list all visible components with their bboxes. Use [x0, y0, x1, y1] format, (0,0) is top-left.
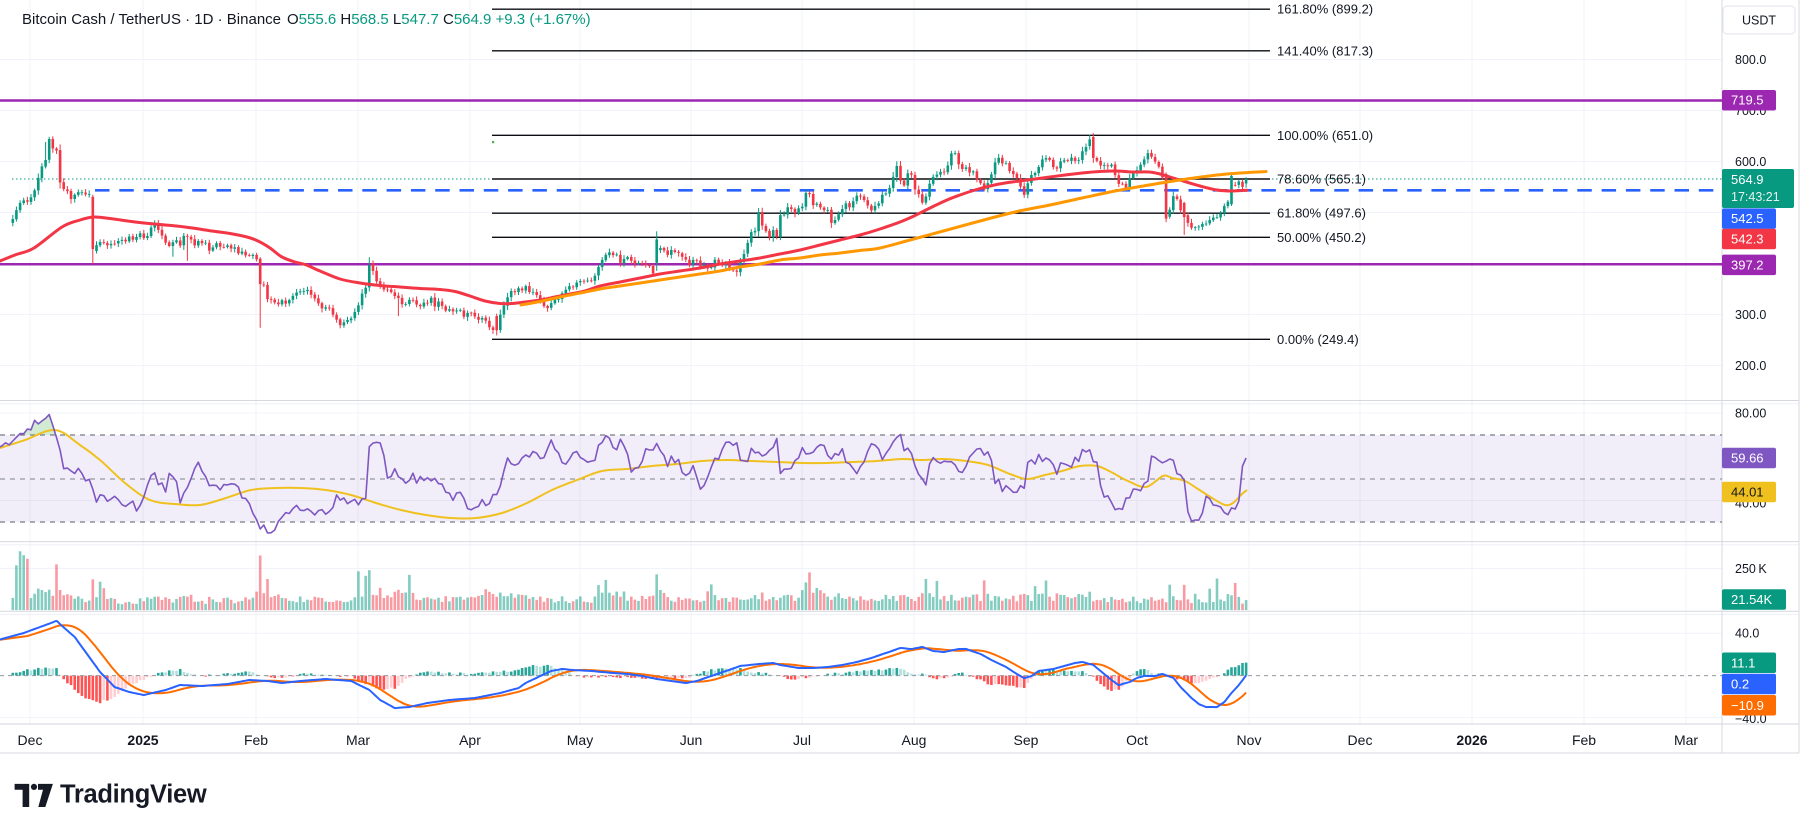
- svg-text:Jul: Jul: [793, 732, 811, 748]
- svg-text:300.0: 300.0: [1735, 308, 1766, 322]
- svg-text:40.0: 40.0: [1735, 627, 1759, 641]
- svg-text:11.1: 11.1: [1731, 655, 1755, 670]
- svg-text:250 K: 250 K: [1735, 562, 1767, 576]
- svg-text:2025: 2025: [127, 732, 158, 748]
- svg-text:61.80% (497.6): 61.80% (497.6): [1277, 206, 1366, 221]
- svg-text:600.0: 600.0: [1735, 155, 1766, 169]
- svg-text:Aug: Aug: [902, 732, 927, 748]
- svg-text:2026: 2026: [1456, 732, 1487, 748]
- svg-text:Feb: Feb: [1572, 732, 1596, 748]
- svg-text:21.54K: 21.54K: [1731, 592, 1773, 607]
- svg-text:17:43:21: 17:43:21: [1731, 190, 1780, 204]
- svg-text:TradingView: TradingView: [60, 781, 207, 809]
- svg-text:542.3: 542.3: [1731, 232, 1764, 247]
- svg-text:141.40% (817.3): 141.40% (817.3): [1277, 43, 1373, 58]
- svg-text:USDT: USDT: [1742, 14, 1776, 28]
- svg-text:Jun: Jun: [680, 732, 703, 748]
- svg-text:May: May: [567, 732, 593, 748]
- svg-text:Oct: Oct: [1126, 732, 1148, 748]
- svg-text:78.60% (565.1): 78.60% (565.1): [1277, 172, 1366, 187]
- svg-text:Bitcoin Cash / TetherUS · 1D ·: Bitcoin Cash / TetherUS · 1D · Binance: [22, 11, 281, 28]
- svg-text:397.2: 397.2: [1731, 257, 1764, 272]
- svg-text:0.2: 0.2: [1731, 677, 1749, 692]
- svg-text:O555.6 H568.5 L547.7 C564.9: O555.6 H568.5 L547.7 C564.9 +9.3 (+1.67%…: [287, 11, 591, 28]
- svg-text:564.9: 564.9: [1731, 172, 1764, 187]
- svg-text:Apr: Apr: [459, 732, 481, 748]
- svg-text:50.00% (450.2): 50.00% (450.2): [1277, 230, 1366, 245]
- svg-text:Sep: Sep: [1014, 732, 1039, 748]
- svg-text:719.5: 719.5: [1731, 93, 1764, 108]
- svg-text:161.80% (899.2): 161.80% (899.2): [1277, 2, 1373, 17]
- svg-text:80.00: 80.00: [1735, 407, 1766, 421]
- svg-text:Nov: Nov: [1237, 732, 1262, 748]
- svg-text:Mar: Mar: [346, 732, 370, 748]
- svg-text:−10.9: −10.9: [1731, 698, 1764, 713]
- svg-text:59.66: 59.66: [1731, 451, 1764, 466]
- svg-text:Mar: Mar: [1674, 732, 1698, 748]
- svg-text:Dec: Dec: [1348, 732, 1373, 748]
- svg-text:0.00% (249.4): 0.00% (249.4): [1277, 332, 1359, 347]
- svg-text:200.0: 200.0: [1735, 359, 1766, 373]
- svg-text:44.01: 44.01: [1731, 485, 1764, 500]
- svg-text:100.00% (651.0): 100.00% (651.0): [1277, 128, 1373, 143]
- svg-text:800.0: 800.0: [1735, 53, 1766, 67]
- svg-text:542.5: 542.5: [1731, 211, 1764, 226]
- svg-text:Feb: Feb: [244, 732, 268, 748]
- svg-text:Dec: Dec: [18, 732, 43, 748]
